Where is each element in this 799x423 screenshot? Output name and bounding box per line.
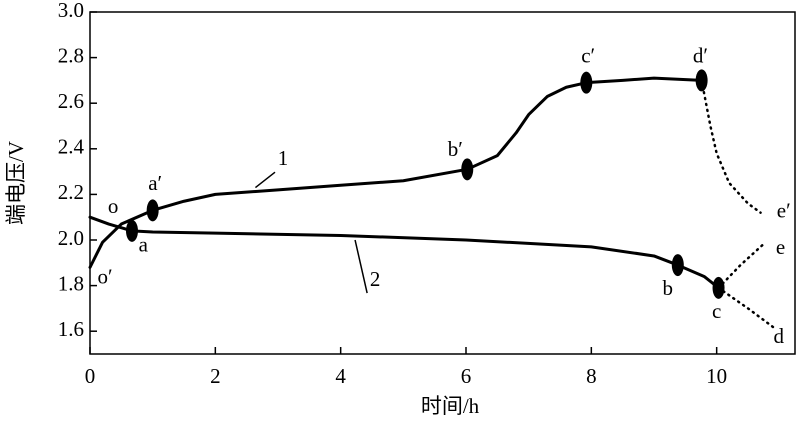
y-tick-label: 1.8 — [58, 271, 84, 295]
curve — [88, 76, 704, 269]
annotation: d — [773, 324, 784, 348]
curve — [88, 215, 721, 290]
y-tick-label: 1.6 — [58, 317, 84, 341]
y-tick-label: 2.0 — [58, 226, 84, 250]
annotation: 1 — [278, 146, 289, 170]
annotation: a′ — [148, 171, 162, 195]
annotation: b — [663, 276, 674, 300]
annotation: c — [712, 299, 721, 323]
x-tick-label: 2 — [210, 364, 221, 388]
x-tick-label: 0 — [85, 364, 96, 388]
curve — [717, 286, 777, 331]
point-marker — [671, 254, 684, 277]
annotation: b′ — [448, 137, 463, 161]
point-marker — [695, 69, 708, 92]
annotation: d′ — [693, 43, 708, 67]
point-marker — [146, 199, 159, 222]
x-tick-label: 10 — [706, 364, 727, 388]
leader-line — [254, 171, 276, 189]
x-tick-label: 8 — [586, 364, 597, 388]
y-tick-label: 2.8 — [58, 43, 84, 67]
plot-frame — [89, 11, 796, 355]
x-axis-label: 时间/h — [421, 394, 480, 418]
y-tick-label: 3.0 — [58, 0, 84, 22]
curve — [717, 241, 767, 290]
point-marker — [580, 71, 593, 94]
curve — [700, 79, 762, 214]
x-tick-label: 4 — [335, 364, 346, 388]
point-marker — [125, 219, 138, 242]
annotation: e — [776, 235, 785, 259]
y-tick-label: 2.6 — [58, 89, 84, 113]
annotation: a — [139, 233, 149, 257]
annotation: e′ — [777, 198, 791, 222]
x-tick-label: 6 — [461, 364, 472, 388]
point-marker — [461, 158, 474, 181]
y-tick-label: 2.2 — [58, 180, 84, 204]
annotation: o′ — [97, 265, 112, 289]
y-axis-label: 端电压/V — [4, 141, 28, 225]
annotation: c′ — [581, 43, 595, 67]
y-tick-label: 2.4 — [58, 135, 85, 159]
point-marker — [712, 276, 725, 299]
leader-line — [354, 239, 368, 294]
annotation: 2 — [370, 267, 381, 291]
annotation: o — [108, 194, 119, 218]
